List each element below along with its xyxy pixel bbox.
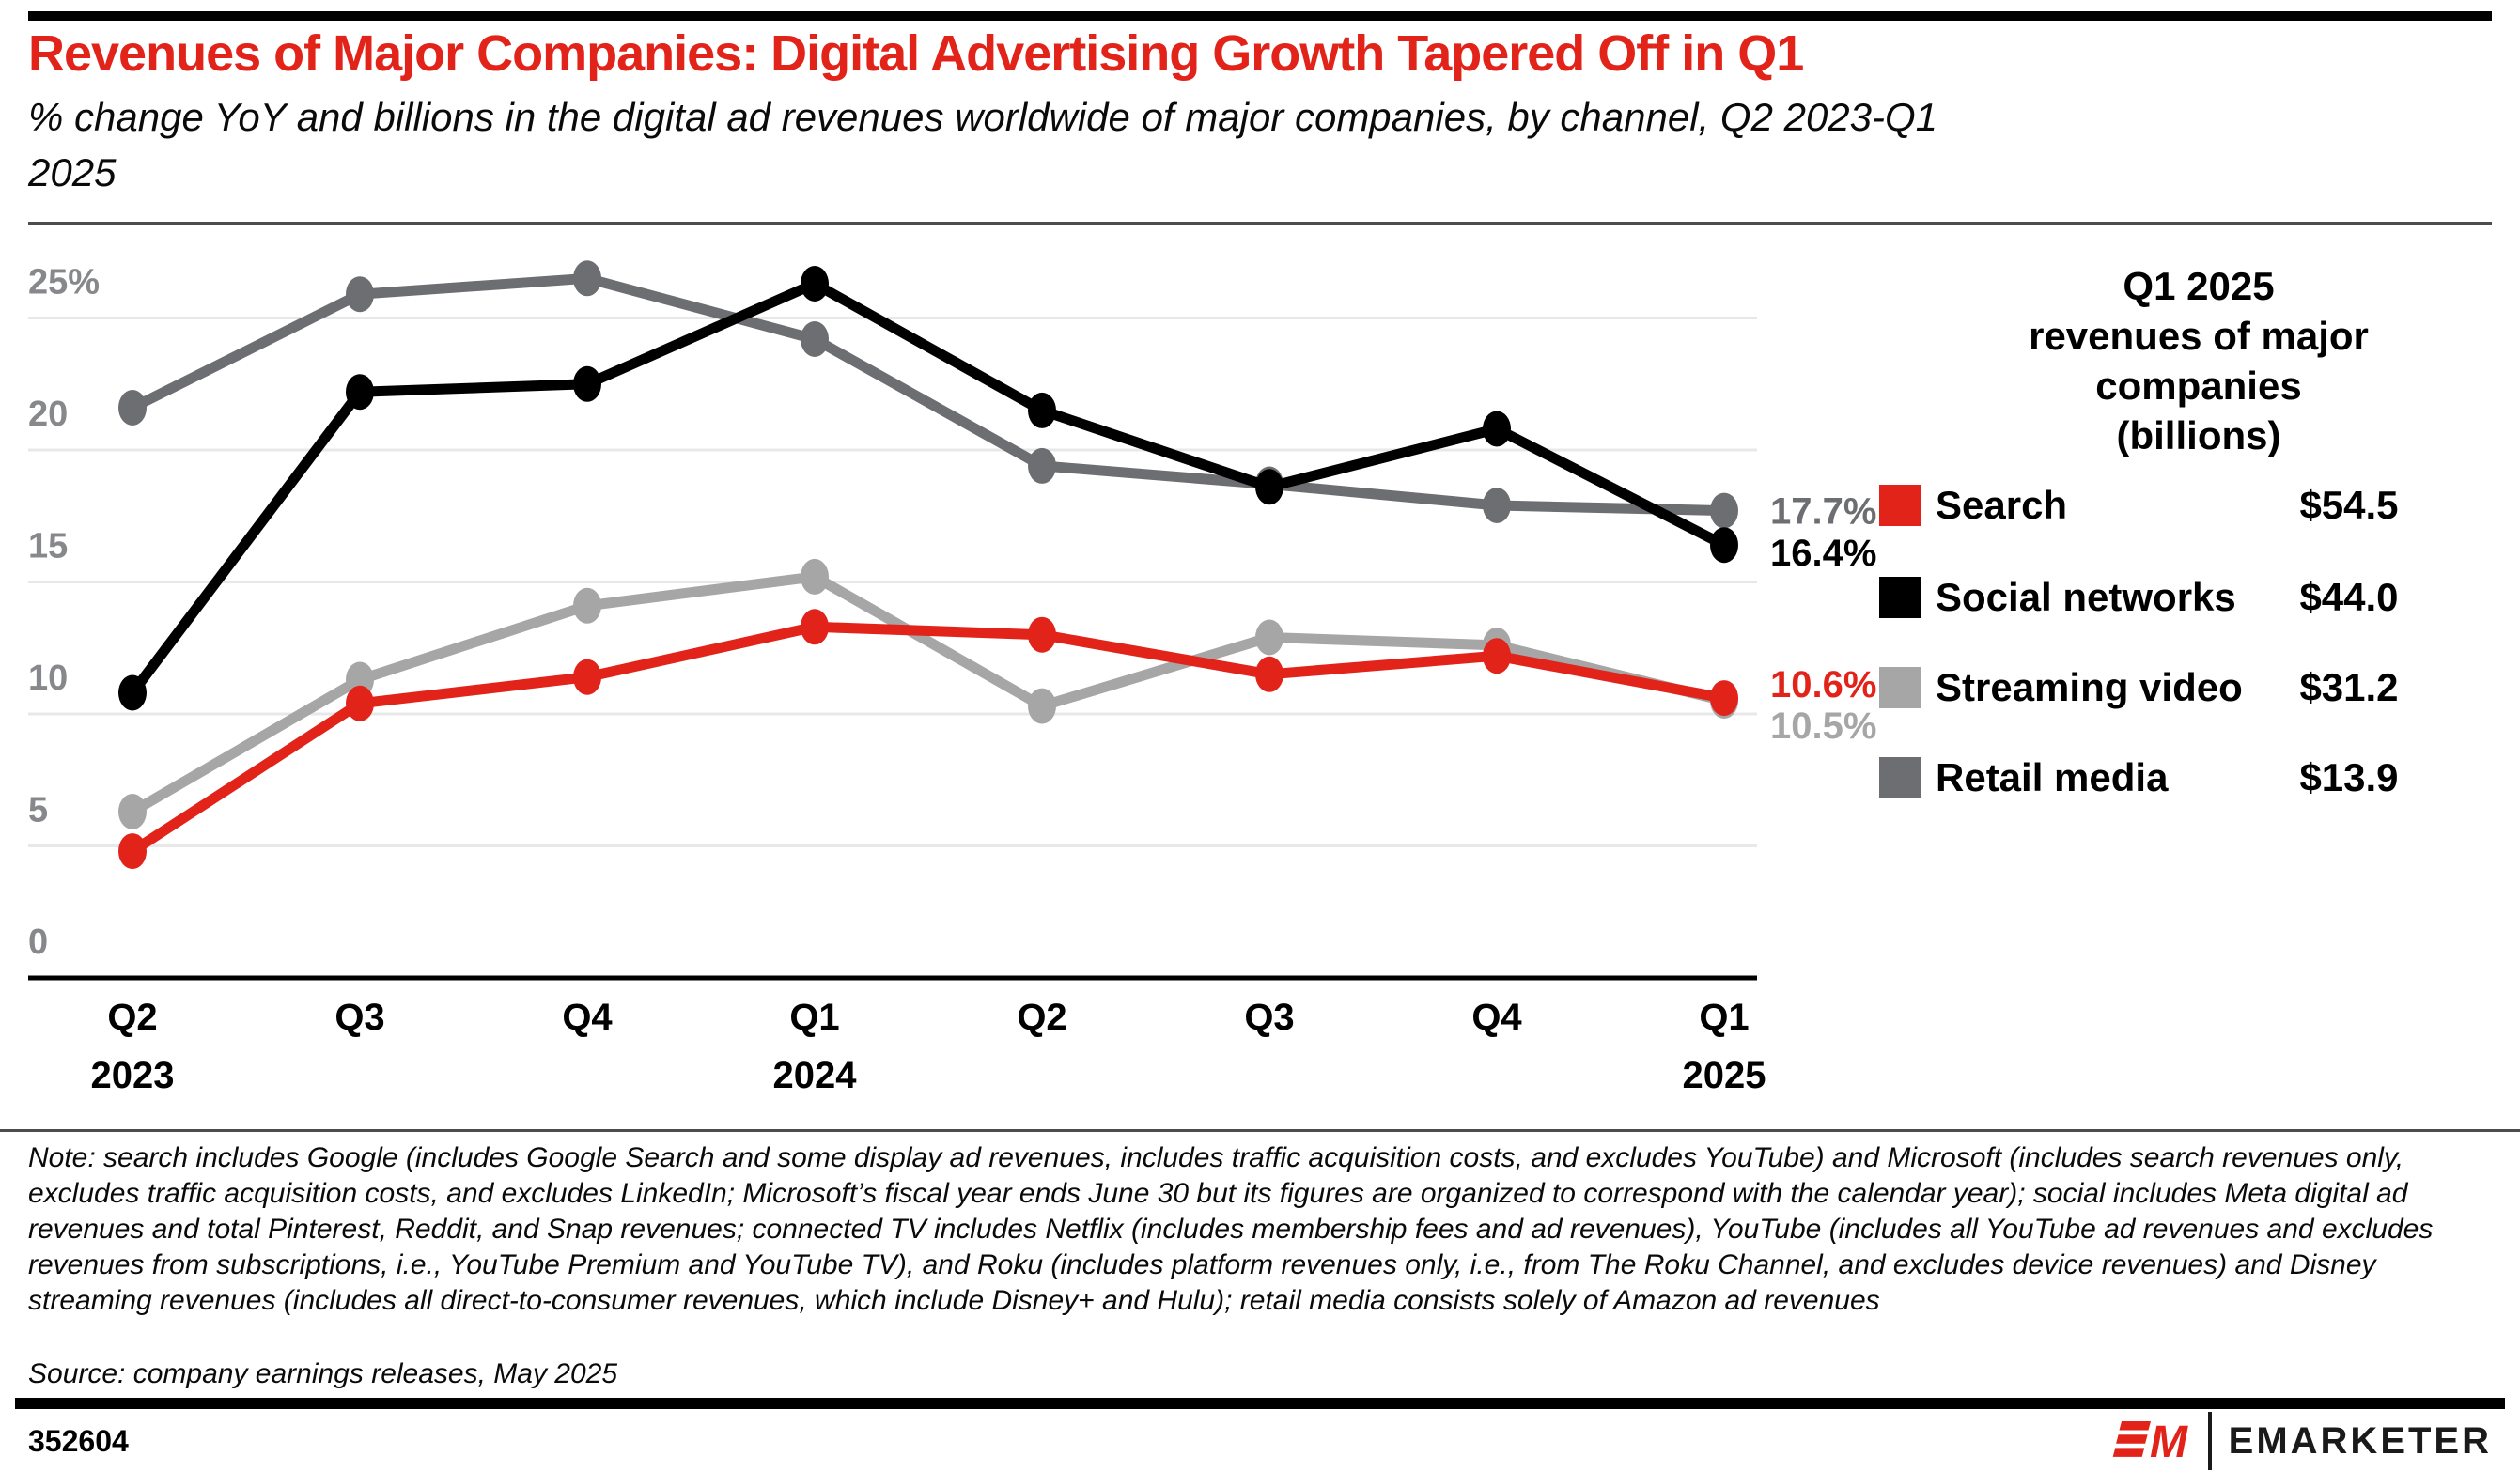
data-point — [346, 685, 374, 721]
data-point — [1255, 469, 1283, 505]
x-axis-year-label: 2025 — [1683, 1055, 1766, 1096]
data-point — [1710, 492, 1738, 529]
note-text: Note: search includes Google (includes G… — [28, 1142, 2434, 1316]
data-point — [1028, 392, 1056, 428]
y-axis-tick-label: 5 — [28, 791, 48, 830]
y-axis-tick-label: 10 — [28, 659, 68, 698]
legend-label: Search — [1936, 483, 2068, 527]
data-point — [346, 276, 374, 313]
legend-row-retail-media: Retail media $13.9 — [1879, 750, 2399, 806]
legend-label: Retail media — [1936, 755, 2169, 799]
data-point — [1255, 656, 1283, 692]
emarketer-logo-icon: M — [2112, 1418, 2188, 1464]
header-divider — [28, 222, 2492, 225]
source-text: Source: company earnings releases, May 2… — [28, 1358, 618, 1389]
legend-swatch — [1879, 757, 1921, 798]
data-point — [801, 609, 829, 645]
page-title: Revenues of Major Companies: Digital Adv… — [28, 25, 1804, 82]
x-axis-tick-label: Q3 — [1244, 997, 1294, 1038]
x-axis-tick-label: Q3 — [334, 997, 384, 1038]
data-point — [801, 558, 829, 595]
x-axis-year-label: 2024 — [773, 1055, 858, 1096]
x-axis-tick-label: Q2 — [107, 997, 157, 1038]
series-end-label: 10.5% — [1770, 705, 1876, 747]
legend-row-search: Search $54.5 — [1879, 477, 2399, 534]
legend-swatch — [1879, 667, 1921, 708]
y-axis-tick-label: 25% — [28, 263, 100, 302]
legend-row-social-networks: Social networks $44.0 — [1879, 569, 2399, 626]
legend-label: Social networks — [1936, 575, 2236, 619]
data-point — [1028, 688, 1056, 724]
data-point — [1483, 488, 1511, 523]
legend-label: Streaming video — [1936, 665, 2243, 709]
data-point — [1028, 616, 1056, 653]
data-point — [573, 659, 601, 695]
y-axis-tick-label: 20 — [28, 395, 68, 434]
svg-text:M: M — [2150, 1418, 2188, 1464]
brand-logo-group: M EMARKETER — [2108, 1411, 2492, 1471]
series-search — [118, 609, 1738, 870]
x-axis-tick-label: Q1 — [789, 997, 839, 1038]
series-end-label: 16.4% — [1770, 533, 1876, 574]
data-point — [1255, 619, 1283, 656]
series-line — [127, 621, 1730, 857]
legend-header-line: (billions) — [2116, 413, 2281, 457]
series-line — [127, 278, 1730, 698]
brand-divider — [2207, 1412, 2212, 1470]
y-axis-tick-label: 0 — [28, 922, 48, 962]
data-point — [801, 266, 829, 302]
x-axis-tick-label: Q2 — [1017, 997, 1066, 1038]
legend-value: $31.2 — [2299, 665, 2399, 709]
chart-subtitle: % change YoY and billions in the digital… — [28, 95, 1938, 194]
data-point — [1483, 411, 1511, 447]
legend-value: $44.0 — [2299, 575, 2399, 619]
data-point — [118, 390, 147, 426]
data-point — [118, 674, 147, 711]
series-end-label: 17.7% — [1770, 491, 1876, 533]
legend-header-line: revenues of major — [2029, 314, 2369, 358]
data-point — [1483, 638, 1511, 674]
legend-header-line: companies — [2095, 364, 2302, 408]
data-point — [346, 374, 374, 411]
y-axis-tick-label: 15 — [28, 527, 68, 566]
series-line — [127, 571, 1730, 817]
x-axis-tick-label: Q4 — [1471, 997, 1522, 1038]
legend-value: $54.5 — [2299, 483, 2399, 527]
series-social-networks — [118, 266, 1738, 711]
data-point — [118, 794, 147, 829]
series-end-label: 10.6% — [1770, 664, 1876, 705]
bottom-rule — [15, 1398, 2505, 1409]
x-axis-year-label: 2023 — [91, 1055, 175, 1096]
legend-header-line: Q1 2025 — [2123, 264, 2275, 308]
legend-row-streaming-video: Streaming video $31.2 — [1879, 659, 2399, 716]
chart-id: 352604 — [28, 1424, 129, 1458]
data-point — [1710, 527, 1738, 564]
series-line — [127, 272, 1730, 517]
legend-header: Q1 2025 revenues of major companies (bil… — [1907, 261, 2490, 460]
data-point — [1028, 447, 1056, 484]
top-rule — [28, 11, 2492, 21]
brand-name: EMARKETER — [2228, 1419, 2492, 1462]
legend-swatch — [1879, 577, 1921, 618]
x-axis-tick-label: Q4 — [562, 997, 613, 1038]
legend-value: $13.9 — [2299, 755, 2399, 799]
data-point — [118, 833, 147, 870]
note-divider — [0, 1129, 2520, 1132]
legend-swatch — [1879, 485, 1921, 526]
data-point — [573, 587, 601, 624]
data-point — [573, 365, 601, 402]
data-point — [801, 321, 829, 357]
data-point — [573, 260, 601, 297]
x-axis-tick-label: Q1 — [1699, 997, 1749, 1038]
data-point — [1710, 680, 1738, 717]
